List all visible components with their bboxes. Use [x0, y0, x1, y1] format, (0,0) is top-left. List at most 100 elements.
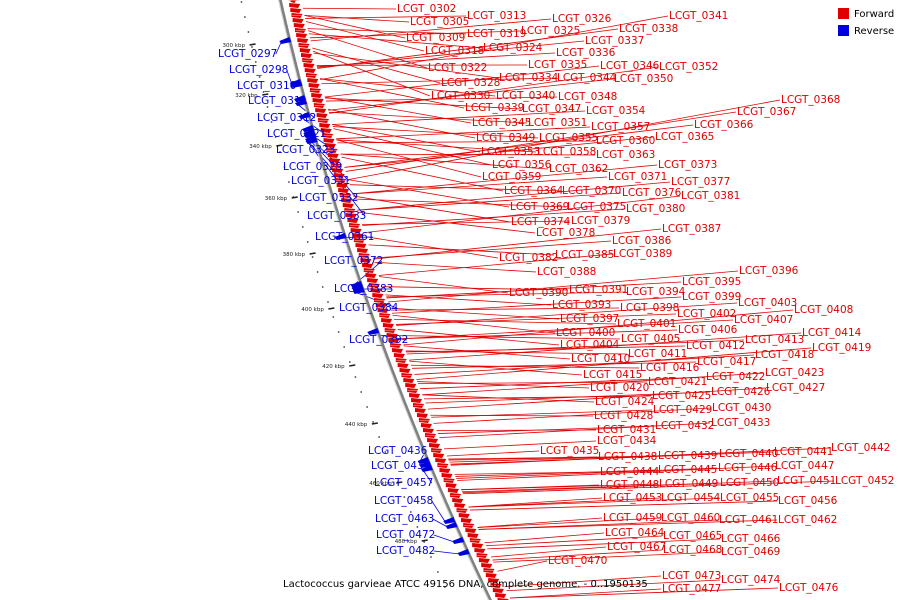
forward-gene-leader — [349, 184, 562, 192]
forward-gene-arrow — [307, 78, 319, 83]
forward-gene-leader — [469, 500, 778, 511]
forward-gene-leader — [302, 7, 397, 10]
reverse-gene-label: LCGT_0436 — [368, 445, 428, 457]
forward-gene-label: LCGT_0363 — [596, 149, 655, 161]
forward-gene-label: LCGT_0352 — [659, 61, 718, 73]
forward-gene-label: LCGT_0373 — [658, 159, 717, 171]
scale-dot — [378, 436, 380, 438]
forward-gene-label: LCGT_0452 — [835, 475, 894, 487]
forward-gene-leader — [450, 447, 831, 466]
forward-gene-arrow — [388, 338, 400, 343]
scale-tick — [276, 144, 283, 147]
forward-gene-label: LCGT_0349 — [476, 132, 535, 144]
scale-dot — [366, 406, 368, 408]
forward-gene-label: LCGT_0456 — [778, 495, 838, 507]
forward-gene-label: LCGT_0408 — [794, 304, 853, 316]
forward-gene-leader — [320, 15, 669, 81]
forward-gene-leader — [325, 97, 522, 110]
forward-gene-leader — [401, 329, 678, 340]
forward-gene-arrow — [392, 348, 404, 353]
forward-gene-label: LCGT_0473 — [662, 570, 721, 582]
forward-gene-arrow — [481, 563, 493, 568]
scale-dot — [240, 1, 243, 3]
forward-gene-label: LCGT_0341 — [669, 10, 728, 22]
forward-gene-label: LCGT_0433 — [711, 417, 770, 429]
forward-gene-label: LCGT_0462 — [778, 514, 837, 526]
forward-gene-leader — [510, 588, 662, 599]
forward-gene-leader — [443, 440, 597, 450]
forward-gene-label: LCGT_0468 — [663, 544, 722, 556]
forward-gene-leader — [399, 335, 621, 340]
scale-dot — [430, 556, 432, 558]
forward-gene-label: LCGT_0357 — [591, 121, 650, 133]
forward-gene-leader — [416, 347, 812, 380]
forward-gene-leader — [478, 519, 778, 530]
forward-gene-arrow — [338, 188, 350, 193]
forward-gene-arrow — [290, 8, 302, 13]
forward-gene-label: LCGT_0347 — [522, 103, 581, 115]
forward-gene-leader — [352, 176, 608, 195]
forward-gene-label: LCGT_0428 — [594, 410, 653, 422]
forward-gene-label: LCGT_0328 — [441, 77, 500, 89]
forward-gene-arrow — [416, 413, 428, 418]
forward-gene-label: LCGT_0388 — [537, 266, 596, 278]
forward-gene-leader — [446, 450, 540, 457]
forward-gene-arrow — [372, 293, 384, 298]
forward-gene-label: LCGT_0464 — [605, 527, 665, 539]
reverse-gene-label: LCGT_0332 — [299, 192, 358, 204]
forward-gene-label: LCGT_0453 — [603, 492, 662, 504]
forward-gene-leader — [386, 281, 682, 299]
forward-gene-arrow — [409, 393, 421, 398]
forward-gene-label: LCGT_0334 — [499, 72, 559, 84]
forward-gene-label: LCGT_0345 — [472, 117, 531, 129]
forward-gene-label: LCGT_0446 — [718, 462, 778, 474]
legend: Forward Reverse — [838, 8, 894, 37]
forward-gene-arrow — [435, 458, 447, 463]
forward-gene-label: LCGT_0434 — [597, 435, 657, 447]
forward-gene-leader — [336, 139, 482, 178]
reverse-gene-leader — [275, 41, 282, 55]
forward-gene-leader — [309, 30, 521, 39]
forward-gene-label: LCGT_0369 — [510, 201, 569, 213]
forward-gene-leader — [332, 126, 539, 139]
forward-gene-label: LCGT_0354 — [586, 105, 646, 117]
forward-gene-leader — [484, 532, 605, 544]
forward-gene-arrow — [308, 83, 320, 88]
forward-gene-label: LCGT_0346 — [600, 60, 660, 72]
scale-dot — [270, 121, 273, 123]
forward-gene-leader — [506, 579, 721, 592]
reverse-gene-arrow — [279, 37, 292, 44]
forward-gene-leader — [344, 124, 694, 168]
forward-gene-arrow — [427, 438, 439, 443]
forward-gene-label: LCGT_0326 — [552, 13, 612, 25]
forward-gene-label: LCGT_0466 — [721, 533, 781, 545]
scale-tick-label: 360 kbp — [265, 196, 288, 202]
forward-gene-arrow — [323, 138, 335, 143]
scale-tick-dots — [240, 1, 446, 588]
forward-gene-arrow — [370, 288, 382, 293]
forward-gene-arrow — [454, 503, 466, 508]
forward-gene-leader — [352, 164, 658, 195]
reverse-gene-arrow — [352, 287, 365, 294]
forward-gene-leader — [390, 307, 620, 311]
forward-gene-leader — [392, 314, 556, 334]
forward-gene-leader — [328, 111, 528, 124]
reverse-gene-label: LCGT_0383 — [334, 283, 393, 295]
forward-gene-leader — [365, 236, 499, 259]
scale-dot — [247, 31, 250, 33]
forward-gene-arrow — [472, 543, 484, 548]
forward-gene-arrow — [478, 558, 490, 563]
forward-gene-label: LCGT_0438 — [598, 451, 657, 463]
forward-gene-leader — [348, 179, 510, 208]
scale-dot — [266, 106, 269, 108]
forward-gene-label: LCGT_0405 — [621, 333, 680, 345]
scale-tick-label: 480 kbp — [395, 539, 418, 545]
forward-gene-label: LCGT_0454 — [661, 492, 721, 504]
reverse-gene-label: LCGT_0333 — [307, 210, 366, 222]
forward-gene-label: LCGT_0364 — [504, 185, 564, 197]
forward-gene-leader — [431, 409, 653, 418]
forward-gene-label: LCGT_0397 — [560, 313, 619, 325]
reverse-gene-label: LCGT_0472 — [376, 529, 435, 541]
forward-gene-label: LCGT_0435 — [540, 445, 599, 457]
forward-gene-arrow — [304, 68, 316, 73]
